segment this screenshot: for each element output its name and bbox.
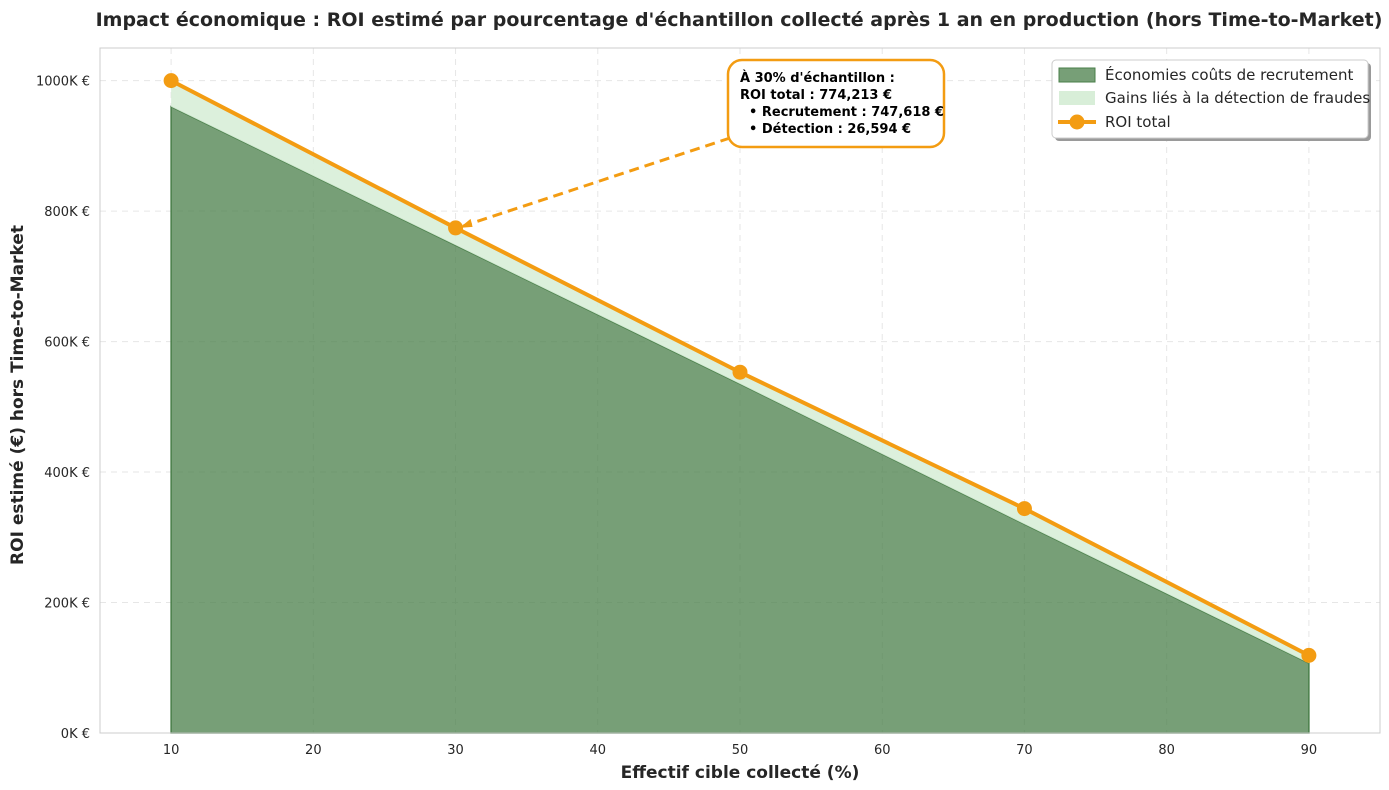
legend-marker-roi <box>1069 114 1085 130</box>
annotation-line: • Détection : 26,594 € <box>740 122 911 137</box>
legend-label-recrutement: Économies coûts de recrutement <box>1105 65 1354 84</box>
chart-title: Impact économique : ROI estimé par pourc… <box>96 9 1383 31</box>
x-tick-label: 30 <box>447 743 464 758</box>
area-layer <box>170 80 1310 734</box>
x-axis-label: Effectif cible collecté (%) <box>621 763 860 783</box>
legend-label-roi: ROI total <box>1105 113 1171 131</box>
line-layer <box>163 73 1317 663</box>
x-tick-label: 90 <box>1301 743 1318 758</box>
x-tick-label: 10 <box>163 743 180 758</box>
annotation-line: À 30% d'échantillon : <box>740 70 895 86</box>
area-detection <box>171 80 1309 664</box>
roi-marker <box>1301 647 1317 663</box>
area-recrutement <box>170 105 1310 734</box>
x-tick-label: 40 <box>590 743 607 758</box>
plot-frame <box>99 47 1381 734</box>
annotation-line: ROI total : 774,213 € <box>740 88 892 103</box>
annotation-box <box>726 58 946 149</box>
x-tick-label: 50 <box>732 743 749 758</box>
x-tick-label: 70 <box>1016 743 1033 758</box>
annotation: À 30% d'échantillon : ROI total : 774,213… <box>459 58 946 228</box>
x-tick-label: 80 <box>1158 743 1175 758</box>
y-axis-label: ROI estimé (€) hors Time-to-Market <box>8 225 28 565</box>
legend-label-detection: Gains liés à la détection de fraudes <box>1105 89 1370 107</box>
annotation-line: • Recrutement : 747,618 € <box>740 105 944 120</box>
y-tick-label: 600K € <box>44 336 90 351</box>
roi-marker <box>1016 501 1032 517</box>
tick-labels: 10 20 30 40 50 60 70 80 90 0K € 200K € 400K € 600K €… <box>36 75 1317 758</box>
legend-swatch-recrutement <box>1058 67 1096 83</box>
legend-swatch-detection <box>1059 91 1095 105</box>
legend-frame <box>1051 59 1369 139</box>
y-tick-label: 0K € <box>61 727 90 742</box>
y-tick-label: 400K € <box>44 466 90 481</box>
roi-marker <box>163 73 179 89</box>
legend: Économies coûts de recrutement Gains liés… <box>1051 59 1371 141</box>
x-tick-label: 60 <box>874 743 891 758</box>
annotation-arrowhead <box>459 218 473 228</box>
x-tick-label: 20 <box>305 743 322 758</box>
y-tick-label: 200K € <box>44 597 90 612</box>
y-tick-label: 800K € <box>44 205 90 220</box>
y-tick-label: 1000K € <box>36 75 90 90</box>
roi-marker <box>732 364 748 380</box>
roi-marker <box>448 220 464 236</box>
annotation-arrow <box>463 136 731 228</box>
